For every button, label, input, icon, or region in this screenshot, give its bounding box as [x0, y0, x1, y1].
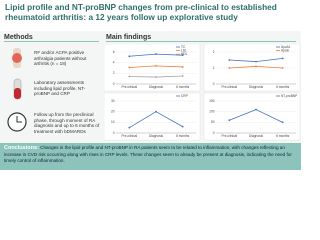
point	[128, 66, 131, 69]
knee-icon	[12, 48, 22, 68]
x-tick-label: 6 months	[276, 85, 290, 89]
x-tick-label: Pre-clinical	[122, 134, 138, 138]
y-tick-label: 6	[113, 50, 115, 54]
point	[181, 66, 184, 68]
method-icons	[7, 48, 27, 132]
y-tick-label: 50	[211, 120, 215, 124]
point	[181, 54, 184, 57]
graphical-abstract: Lipid profile and NT-proBNP changes from…	[0, 0, 301, 170]
point	[281, 67, 284, 69]
conclusions: Conclusions: Changes in the lipid profil…	[0, 143, 301, 170]
legend-label: NT-proBNP	[281, 94, 297, 98]
point	[155, 110, 157, 113]
point	[228, 67, 231, 69]
x-tick-label: Pre-clinical	[222, 134, 238, 138]
x-tick-label: Pre-clinical	[222, 85, 238, 89]
chart-panel	[104, 44, 201, 92]
y-tick-label: 30	[111, 99, 115, 103]
title: Lipid profile and NT-proBNP changes from…	[0, 0, 301, 31]
x-tick-label: Diagnosis	[249, 134, 263, 138]
y-tick-label: 0	[113, 82, 115, 86]
y-tick-label: 0	[213, 131, 215, 135]
x-tick-label: Diagnosis	[149, 134, 163, 138]
method-item: Follow up from the preclinical phase, th…	[34, 112, 100, 135]
x-tick-label: Diagnosis	[149, 85, 163, 89]
y-tick-label: 150	[209, 99, 215, 103]
x-tick-label: 6 months	[176, 85, 190, 89]
point	[181, 75, 184, 77]
legend-label: CRP	[181, 94, 188, 98]
legend-label: ApoB	[281, 48, 289, 52]
legend-label: ApoA1	[281, 45, 291, 49]
point	[255, 108, 257, 111]
conclusions-label: Conclusions:	[4, 145, 39, 151]
point	[155, 76, 157, 78]
y-tick-label: 20	[111, 110, 115, 114]
x-tick-label: Pre-clinical	[122, 85, 138, 89]
point	[155, 64, 157, 67]
conclusions-text: Changes in the lipid profile and NT-proB…	[4, 145, 292, 164]
y-tick-label: 0	[113, 131, 115, 135]
point	[128, 55, 131, 58]
method-item: RF and/or ACPA positive arthralgia patie…	[34, 50, 87, 67]
point	[281, 57, 284, 60]
y-tick-label: 4	[113, 61, 115, 65]
charts: 0 2 4 6 Pre-clinical Diagnosis 6 months TCLDLHD…	[104, 44, 301, 141]
x-tick-label: Diagnosis	[249, 85, 263, 89]
y-tick-label: 100	[209, 110, 215, 114]
chart-panel	[104, 92, 201, 141]
y-tick-label: 10	[111, 120, 115, 124]
point	[281, 121, 284, 124]
legend-label: HDL	[181, 52, 188, 56]
legend-label: LDL	[181, 48, 187, 52]
y-tick-label: 0	[213, 82, 215, 86]
findings-heading: Main findings	[106, 34, 296, 42]
y-tick-label: 2	[113, 71, 115, 75]
point	[228, 119, 231, 122]
chart-panel	[203, 44, 301, 92]
y-tick-label: 1	[213, 66, 215, 70]
point	[255, 60, 257, 63]
methods-heading: Methods	[4, 34, 99, 42]
point	[155, 53, 157, 56]
point	[228, 59, 231, 61]
x-tick-label: 6 months	[276, 134, 290, 138]
point	[128, 75, 131, 78]
y-tick-label: 2	[213, 50, 215, 54]
legend-label: TC	[181, 45, 186, 49]
blood-tube-icon	[13, 78, 22, 100]
point	[255, 65, 257, 68]
clock-icon	[7, 112, 27, 132]
chart-panel	[203, 92, 301, 141]
point	[181, 125, 184, 128]
point	[128, 126, 131, 129]
method-item: Laboratory assessments including lipid p…	[34, 80, 86, 97]
x-tick-label: 6 months	[176, 134, 190, 138]
